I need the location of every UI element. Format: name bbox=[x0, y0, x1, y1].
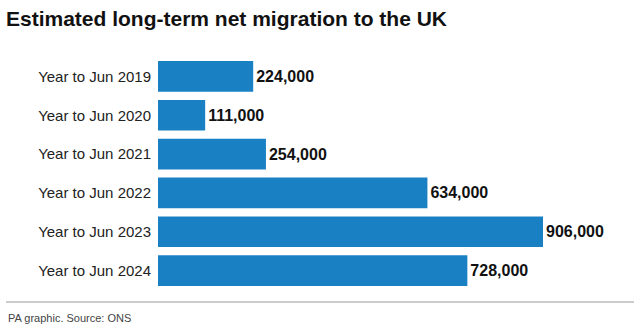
svg-text:906,000: 906,000 bbox=[546, 223, 604, 240]
svg-text:Year to Jun 2020: Year to Jun 2020 bbox=[38, 107, 151, 124]
svg-text:Year to Jun 2024: Year to Jun 2024 bbox=[38, 262, 151, 279]
svg-text:254,000: 254,000 bbox=[269, 146, 327, 163]
svg-text:PA graphic. Source: ONS: PA graphic. Source: ONS bbox=[8, 312, 131, 324]
svg-text:111,000: 111,000 bbox=[208, 107, 264, 124]
svg-text:Year to Jun 2023: Year to Jun 2023 bbox=[38, 223, 151, 240]
svg-text:Year to Jun 2021: Year to Jun 2021 bbox=[38, 145, 151, 162]
svg-text:Year to Jun 2022: Year to Jun 2022 bbox=[38, 184, 151, 201]
svg-text:Year to Jun 2019: Year to Jun 2019 bbox=[38, 68, 151, 85]
svg-text:224,000: 224,000 bbox=[256, 68, 314, 85]
svg-text:634,000: 634,000 bbox=[430, 184, 488, 201]
svg-text:728,000: 728,000 bbox=[470, 262, 528, 279]
svg-text:Estimated long-term net migrat: Estimated long-term net migration to the… bbox=[6, 7, 447, 30]
